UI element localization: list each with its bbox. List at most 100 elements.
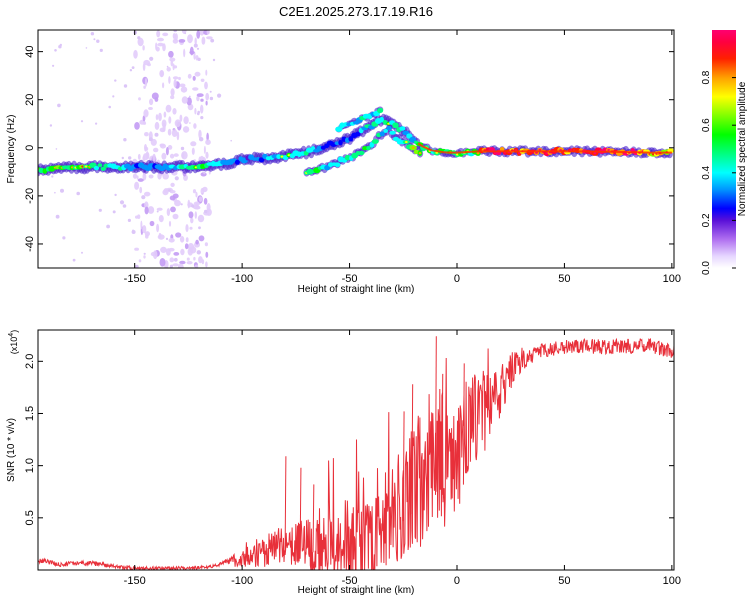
spectrogram-track-core — [538, 148, 542, 151]
spectrogram-noise-blob — [60, 188, 64, 193]
snr-x-tick-label: -150 — [124, 575, 146, 587]
snr-spike — [441, 373, 444, 495]
spectrogram-noise-blob — [170, 60, 174, 67]
spectrogram-x-label: Height of straight line (km) — [298, 284, 415, 295]
spectrogram-noise-blob — [172, 76, 179, 80]
spectrogram-noise-blob — [202, 186, 208, 193]
spectrogram-noise-blob — [179, 260, 186, 265]
spectrogram-noise-blob — [106, 224, 110, 229]
spectrogram-noise-blob — [183, 48, 186, 58]
spectrogram-track-cell — [379, 116, 384, 123]
spectrogram-noise-blob — [137, 153, 141, 160]
spectrogram-noise-blob — [217, 93, 222, 98]
spectrogram-noise-blob — [72, 258, 76, 262]
spectrogram-noise-blob — [148, 107, 153, 110]
spectrogram-frame — [37, 29, 675, 269]
spectrogram-noise-blob — [121, 156, 125, 160]
spectrogram-noise-blob — [206, 203, 211, 212]
spectrogram-noise-blob — [212, 58, 216, 62]
spectrogram-noise-blob — [152, 153, 156, 162]
spectrogram-noise-blob — [149, 98, 154, 106]
spectrogram-noise-blob — [198, 226, 201, 230]
snr-spike — [411, 384, 414, 515]
spectrogram-noise-blob — [156, 210, 159, 213]
spectrogram-noise-blob — [127, 218, 131, 222]
spectrogram-noise-blob — [205, 151, 209, 159]
spectrogram-noise-blob — [192, 87, 199, 91]
spectrogram-noise-blob — [166, 67, 171, 72]
snr-spike — [299, 467, 302, 552]
spectrogram-noise-blob — [188, 211, 194, 219]
colorbar: 0.0 0.2 0.4 0.6 0.8 Normalized spectral ampl… — [701, 30, 748, 275]
spectrogram-noise-blob — [155, 42, 158, 51]
spectrogram-axes: -150 -100 -50 0 50 100 -40 -20 0 20 40 — [24, 30, 681, 285]
spectrogram-y-tick-label: 40 — [24, 46, 36, 58]
spectrogram-noise-blob — [172, 213, 179, 220]
spectrogram-noise-blob — [172, 263, 179, 267]
spectrogram-track-core — [476, 152, 480, 155]
spectrogram-noise-blob — [189, 226, 193, 230]
spectrogram-noise-blob — [153, 147, 159, 153]
spectrogram-noise-blob — [169, 264, 173, 268]
spectrogram-noise-blob — [142, 173, 147, 181]
spectrogram-noise-blob — [144, 231, 150, 237]
spectrogram-noise-blob — [181, 152, 185, 159]
spectrogram-noise-blob — [142, 155, 146, 162]
spectrogram-noise-blob — [112, 95, 115, 98]
spectrogram-noise-blob — [178, 76, 181, 81]
spectrogram-noise-blob — [166, 208, 171, 217]
spectrogram-noise-blob — [57, 103, 61, 108]
spectrogram-noise-blob — [200, 104, 204, 114]
spectrogram-noise-blob — [183, 116, 189, 125]
spectrogram-noise-blob — [203, 145, 206, 154]
spectrogram-track-cell — [348, 136, 354, 142]
snr-frame — [37, 329, 675, 571]
spectrogram-noise-blob — [174, 176, 179, 181]
spectrogram-noise-blob — [162, 122, 166, 132]
spectrogram-noise-blob — [144, 191, 151, 197]
spectrogram-noise-blob — [194, 37, 197, 46]
spectrogram-noise-blob — [180, 248, 185, 256]
snr-panel: -150 -100 -50 0 50 100 0.5 1.0 1.5 2.0 Height of … — [6, 329, 681, 596]
spectrogram-noise-blob — [143, 255, 146, 259]
spectrogram-noise-blob — [123, 84, 128, 88]
spectrogram-x-tick-label: -150 — [124, 273, 146, 285]
spectrogram-noise-blob — [169, 153, 175, 159]
spectrogram-noise-blob — [149, 220, 155, 227]
spectrogram-x-tick-label: 50 — [558, 273, 570, 285]
spectrogram-y-tick-label: -20 — [24, 188, 36, 204]
spectrogram-noise-blob — [189, 50, 195, 55]
spectrogram-track-cell — [383, 128, 389, 133]
spectrogram-y-tick-label: -40 — [24, 236, 36, 252]
spectrogram-noise-blob — [193, 256, 196, 261]
spectrogram-track-cell — [335, 126, 343, 132]
spectrogram-noise-blob — [156, 223, 160, 233]
spectrogram-noise-blob — [205, 100, 208, 106]
spectrogram-noise-blob — [134, 247, 140, 251]
spectrogram-noise-blob — [153, 250, 158, 260]
spectrogram-noise-blob — [137, 36, 141, 40]
spectrogram-track-cell — [93, 166, 99, 171]
snr-y-tick-label: 1.5 — [24, 406, 36, 421]
snr-x-tick-label: -50 — [342, 575, 358, 587]
spectrogram-noise-blob — [195, 239, 199, 245]
spectrogram-noise-blob — [196, 30, 201, 39]
snr-spike — [402, 411, 405, 522]
spectrogram-noise-blob — [184, 32, 187, 35]
spectrogram-noise-blob — [140, 220, 143, 230]
spectrogram-noise-blob — [186, 261, 193, 265]
spectrogram-noise-blob — [196, 112, 200, 116]
spectrogram-noise-blob — [197, 214, 205, 223]
spectrogram-noise-blob — [173, 30, 177, 33]
spectrogram-noise-blob — [144, 132, 149, 137]
spectrogram-noise-blob — [194, 71, 201, 77]
spectrogram-noise-blob — [203, 197, 208, 205]
spectrogram-x-tick-label: -50 — [342, 273, 358, 285]
spectrogram-noise-blob — [168, 116, 172, 124]
spectrogram-noise-blob — [181, 96, 188, 104]
spectrogram-noise-blob — [158, 112, 162, 122]
spectrogram-noise-blob — [132, 173, 138, 179]
snr-spike — [284, 456, 287, 553]
spectrogram-noise-blob — [166, 65, 169, 68]
spectrogram-noise-blob — [192, 189, 197, 194]
